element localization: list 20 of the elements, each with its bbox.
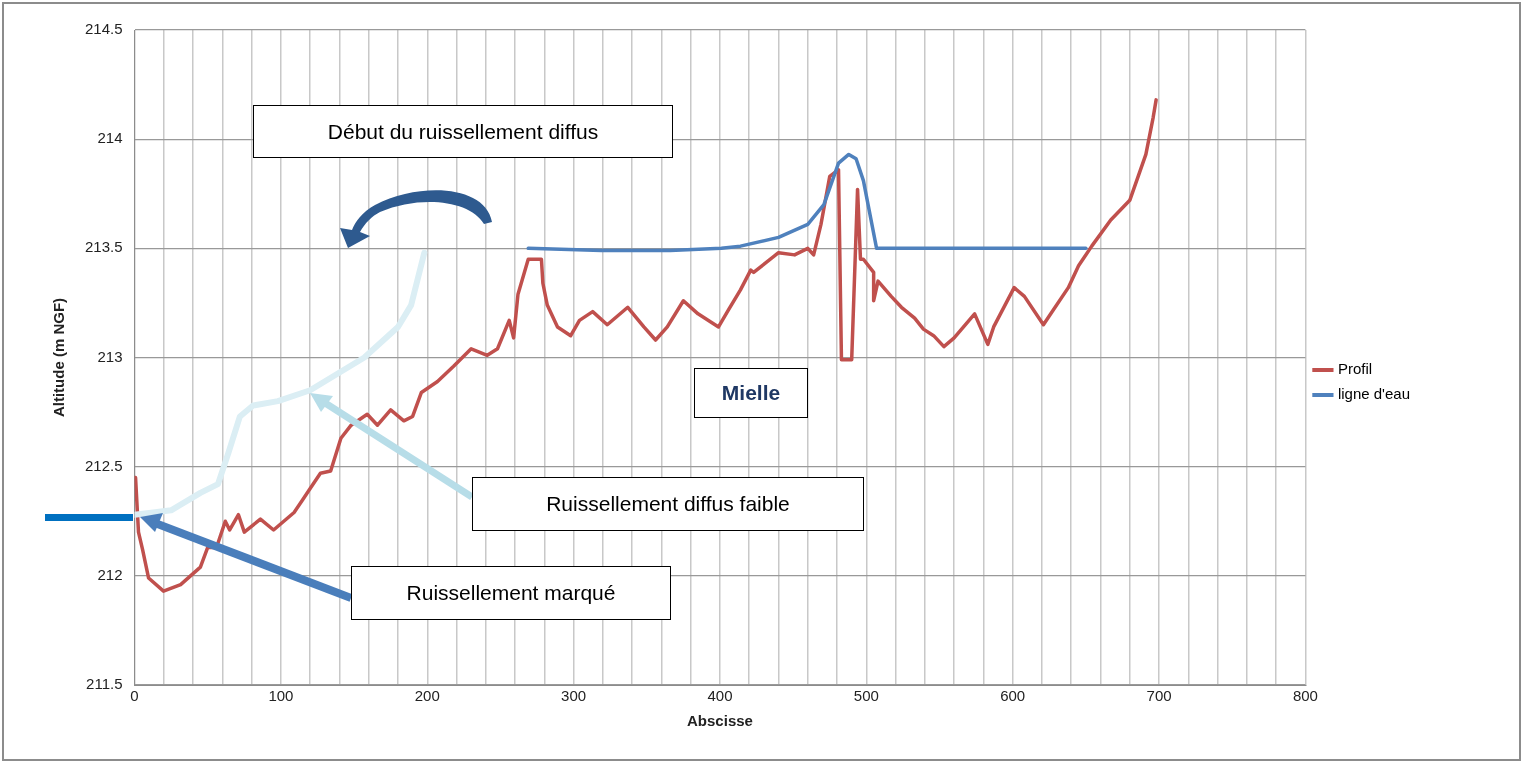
y-tick-label: 212 xyxy=(97,565,123,583)
x-tick-label: 400 xyxy=(707,687,733,705)
x-tick-label: 100 xyxy=(268,687,294,705)
y-tick-label: 214 xyxy=(97,129,123,147)
x-tick-label: 700 xyxy=(1146,687,1172,705)
x-axis-title: Abscisse xyxy=(687,712,753,730)
legend-label: Profil xyxy=(1337,360,1373,378)
x-tick-label: 500 xyxy=(853,687,879,705)
x-tick-label: 600 xyxy=(1000,687,1026,705)
y-tick-label: 213.5 xyxy=(84,238,123,256)
x-tick-label: 300 xyxy=(561,687,587,705)
y-tick-label: 214.5 xyxy=(84,20,123,38)
y-tick-label: 211.5 xyxy=(86,675,123,693)
x-tick-label: 0 xyxy=(130,687,139,705)
y-tick-label: 213 xyxy=(97,347,123,365)
x-tick-label: 200 xyxy=(414,687,440,705)
x-tick-label: 800 xyxy=(1292,687,1318,705)
y-axis-title: Altitude (m NGF) xyxy=(50,297,68,418)
legend-label: ligne d'eau xyxy=(1337,385,1410,403)
y-tick-label: 212.5 xyxy=(84,456,123,474)
